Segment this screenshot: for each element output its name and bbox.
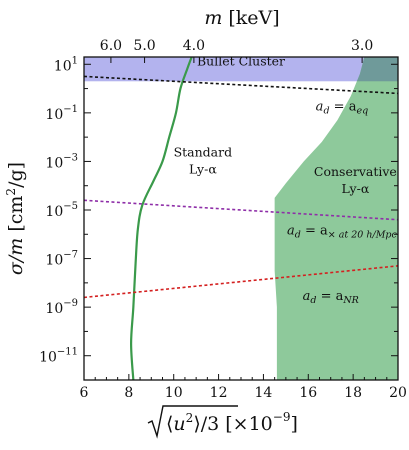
top-tick-label: 4.0 (183, 38, 205, 54)
y-tick-label: 10−5 (45, 201, 78, 220)
x-tick-label: 18 (344, 385, 362, 401)
top-tick-label: 6.0 (100, 38, 122, 54)
x-tick-label: 8 (124, 385, 133, 401)
annotation-standard: Standard (174, 145, 233, 160)
y-axis-title: σ/m [cm2/g] (4, 162, 27, 275)
y-tick-label: 10−3 (45, 152, 78, 171)
y-tick-label: 10−1 (45, 104, 78, 123)
y-tick-label: 10−7 (45, 250, 78, 269)
top-axis-title: m [keV] (204, 7, 279, 29)
x-tick-label: 10 (165, 385, 183, 401)
x-tick-label: 20 (389, 385, 407, 401)
region-conservative-ly (274, 57, 398, 380)
x-tick-label: 16 (299, 385, 317, 401)
y-tick-label: 10−9 (45, 298, 78, 317)
annotation-ly: Ly-α (189, 162, 217, 177)
annotation-a-d-a-at-20-h-mpc: ad = a× at 20 h/Mpc (287, 223, 397, 240)
series-line-a-d-a-eq (84, 75, 398, 95)
x-axis-title: ⟨u2⟩/3 [×10−9] (147, 405, 298, 439)
y-tick-label: 10−11 (39, 347, 78, 366)
top-tick-label: 3.0 (351, 38, 373, 54)
series-line-standard-ly (129, 57, 193, 380)
y-tick-label: 101 (54, 55, 78, 74)
svg-text:⟨u2⟩/3 [×10−9]: ⟨u2⟩/3 [×10−9] (166, 410, 298, 435)
top-tick-label: 5.0 (133, 38, 155, 54)
x-tick-label: 14 (255, 385, 273, 401)
x-tick-label: 6 (80, 385, 89, 401)
annotation-bullet-cluster: Bullet Cluster (197, 54, 285, 69)
region-bullet-cluster (84, 57, 398, 82)
annotation-a-d-a-nr: ad = aNR (303, 289, 359, 306)
annotation-a-d-a-eq: ad = aeq (316, 99, 369, 116)
series-line-a-d-a-at-20-h-mpc (84, 199, 398, 221)
annotation-ly: Ly-α (341, 181, 369, 196)
svg-text:σ/m [cm2/g]: σ/m [cm2/g] (4, 162, 27, 275)
x-tick-label: 12 (210, 385, 228, 401)
annotation-conservative: Conservative (314, 164, 397, 179)
